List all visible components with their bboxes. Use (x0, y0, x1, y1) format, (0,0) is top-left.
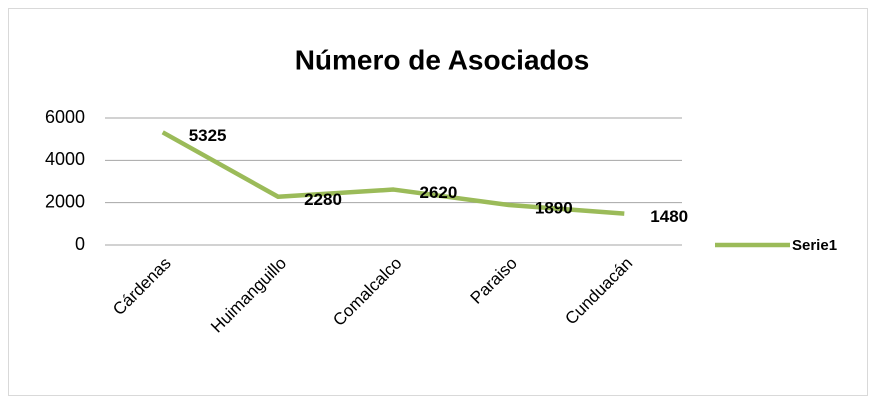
data-label: 2280 (304, 190, 342, 209)
legend-label: Serie1 (792, 237, 837, 254)
chart-border (8, 8, 868, 396)
data-label: 1480 (650, 207, 688, 226)
y-tick-label: 0 (75, 234, 85, 254)
data-label: 2620 (420, 183, 458, 202)
y-tick-label: 2000 (45, 191, 85, 211)
y-tick-label: 4000 (45, 149, 85, 169)
line (161, 130, 625, 216)
data-label: 1890 (535, 198, 573, 217)
data-label: 5325 (189, 126, 227, 145)
y-tick-label: 6000 (45, 107, 85, 127)
chart-title: Número de Asociados (295, 44, 590, 75)
